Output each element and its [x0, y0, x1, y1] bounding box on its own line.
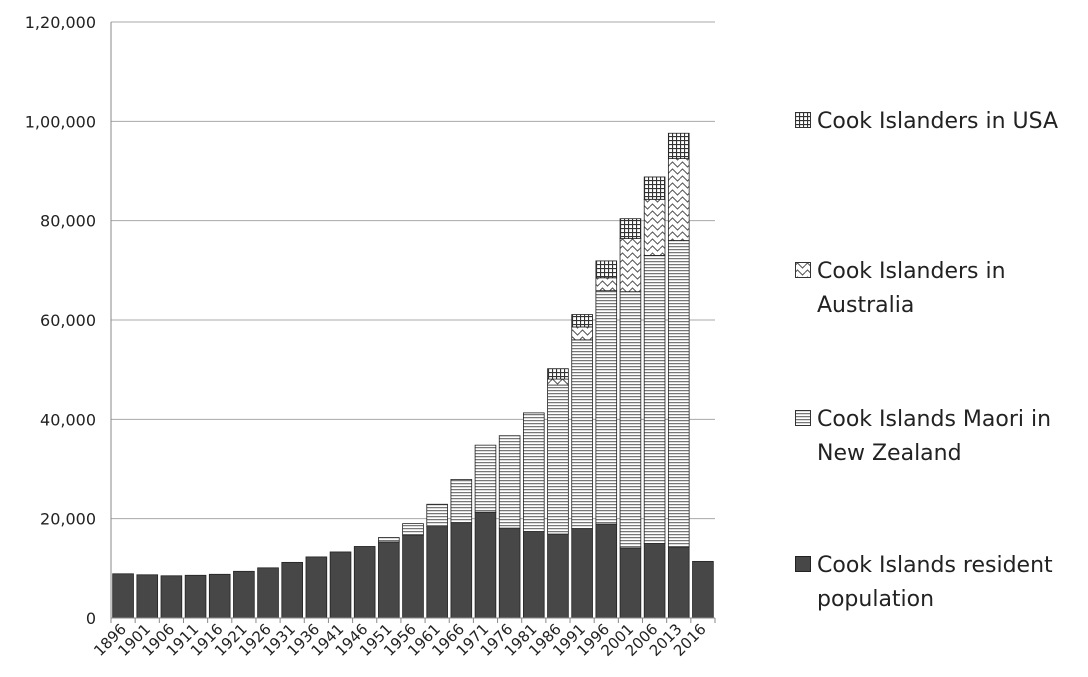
legend-item-resident: Cook Islands resident population: [795, 549, 1087, 617]
y-tick-label: 60,000: [40, 311, 96, 330]
bar-segment-horizontal-lines: [523, 412, 545, 532]
bar-segment-horizontal-lines: [619, 291, 642, 549]
bar-segment-solid: [208, 573, 231, 619]
legend: Cook Islanders in USA Cook Islanders in …: [795, 0, 1088, 677]
bar-segment-waves: [643, 198, 666, 256]
bar-segment-grid: [571, 314, 593, 328]
bar-segment-horizontal-lines: [474, 444, 497, 513]
bar-segment-solid: [329, 551, 352, 619]
bar-segment-horizontal-lines: [571, 339, 593, 530]
bar-segment-waves: [619, 238, 642, 293]
bar-segment-solid: [667, 546, 690, 619]
bar-segment-solid: [257, 567, 279, 619]
y-tick-label: 80,000: [40, 212, 96, 231]
bar-segment-solid: [426, 526, 448, 619]
bar-segment-solid: [233, 570, 255, 619]
solid-swatch-icon: [795, 556, 811, 572]
bar-segment-horizontal-lines: [450, 479, 473, 524]
bar-segment-horizontal-lines: [498, 435, 521, 529]
bar-segment-solid: [595, 523, 618, 619]
bar-segment-solid: [378, 541, 400, 619]
wave-pattern-swatch-icon: [795, 262, 811, 278]
bar-segment-grid: [619, 218, 642, 239]
bar-segment-solid: [353, 546, 376, 619]
legend-item-new-zealand: Cook Islands Maori in New Zealand: [795, 403, 1087, 471]
bar-segment-solid: [474, 511, 497, 619]
y-tick-label: 1,20,000: [25, 13, 96, 32]
bar-segment-solid: [450, 522, 473, 619]
bar-segment-solid: [547, 533, 569, 619]
y-axis-tick-labels: 0 20,000 40,000 60,000 80,000 1,00,000 1,20,00…: [25, 13, 96, 628]
bar-segment-solid: [523, 531, 545, 619]
bar-segment-solid: [184, 574, 207, 619]
bar-segment-horizontal-lines: [547, 384, 569, 535]
bar-segment-waves: [667, 158, 690, 241]
bar-segment-horizontal-lines: [643, 255, 666, 544]
y-tick-label: 20,000: [40, 510, 96, 529]
bar-segment-grid: [667, 132, 690, 159]
bar-segment-horizontal-lines: [667, 240, 690, 548]
bar-segment-waves: [571, 326, 593, 341]
bar-segment-solid: [281, 561, 303, 619]
bar-segment-horizontal-lines: [426, 503, 448, 528]
bar-segment-grid: [643, 176, 666, 200]
grid-pattern-swatch-icon: [795, 112, 811, 128]
x-axis-tick-labels: 1896190119061911191619211926193119361941…: [90, 620, 710, 660]
bar-segment-waves: [595, 277, 618, 292]
bar-segment-solid: [571, 528, 593, 619]
bar-segment-solid: [136, 574, 159, 619]
legend-label: Cook Islanders in Australia: [817, 259, 1006, 318]
legend-label: Cook Islands resident population: [817, 553, 1053, 612]
bar-segment-horizontal-lines: [402, 523, 424, 536]
legend-label: Cook Islanders in USA: [817, 109, 1059, 134]
bar-segment-grid: [595, 260, 618, 279]
bar-segment-solid: [160, 575, 183, 619]
y-tick-label: 40,000: [40, 410, 96, 429]
bar-segment-solid: [498, 527, 521, 619]
bar-segment-solid: [692, 560, 714, 619]
bar-segment-horizontal-lines: [378, 537, 400, 543]
bars: [112, 132, 714, 619]
legend-item-usa: Cook Islanders in USA: [795, 105, 1087, 139]
bar-segment-grid: [547, 368, 569, 380]
lined-pattern-swatch-icon: [795, 410, 811, 426]
axes: [110, 22, 716, 623]
bar-segment-solid: [112, 573, 134, 619]
y-tick-label: 1,00,000: [25, 112, 96, 131]
bar-segment-waves: [547, 378, 569, 386]
legend-item-australia: Cook Islanders in Australia: [795, 255, 1087, 323]
y-tick-label: 0: [86, 609, 96, 628]
bar-segment-horizontal-lines: [595, 290, 618, 525]
bar-segment-solid: [619, 547, 642, 619]
bar-segment-solid: [305, 556, 328, 619]
bar-segment-solid: [402, 534, 424, 619]
bar-segment-solid: [643, 543, 666, 619]
legend-label: Cook Islands Maori in New Zealand: [817, 407, 1052, 466]
